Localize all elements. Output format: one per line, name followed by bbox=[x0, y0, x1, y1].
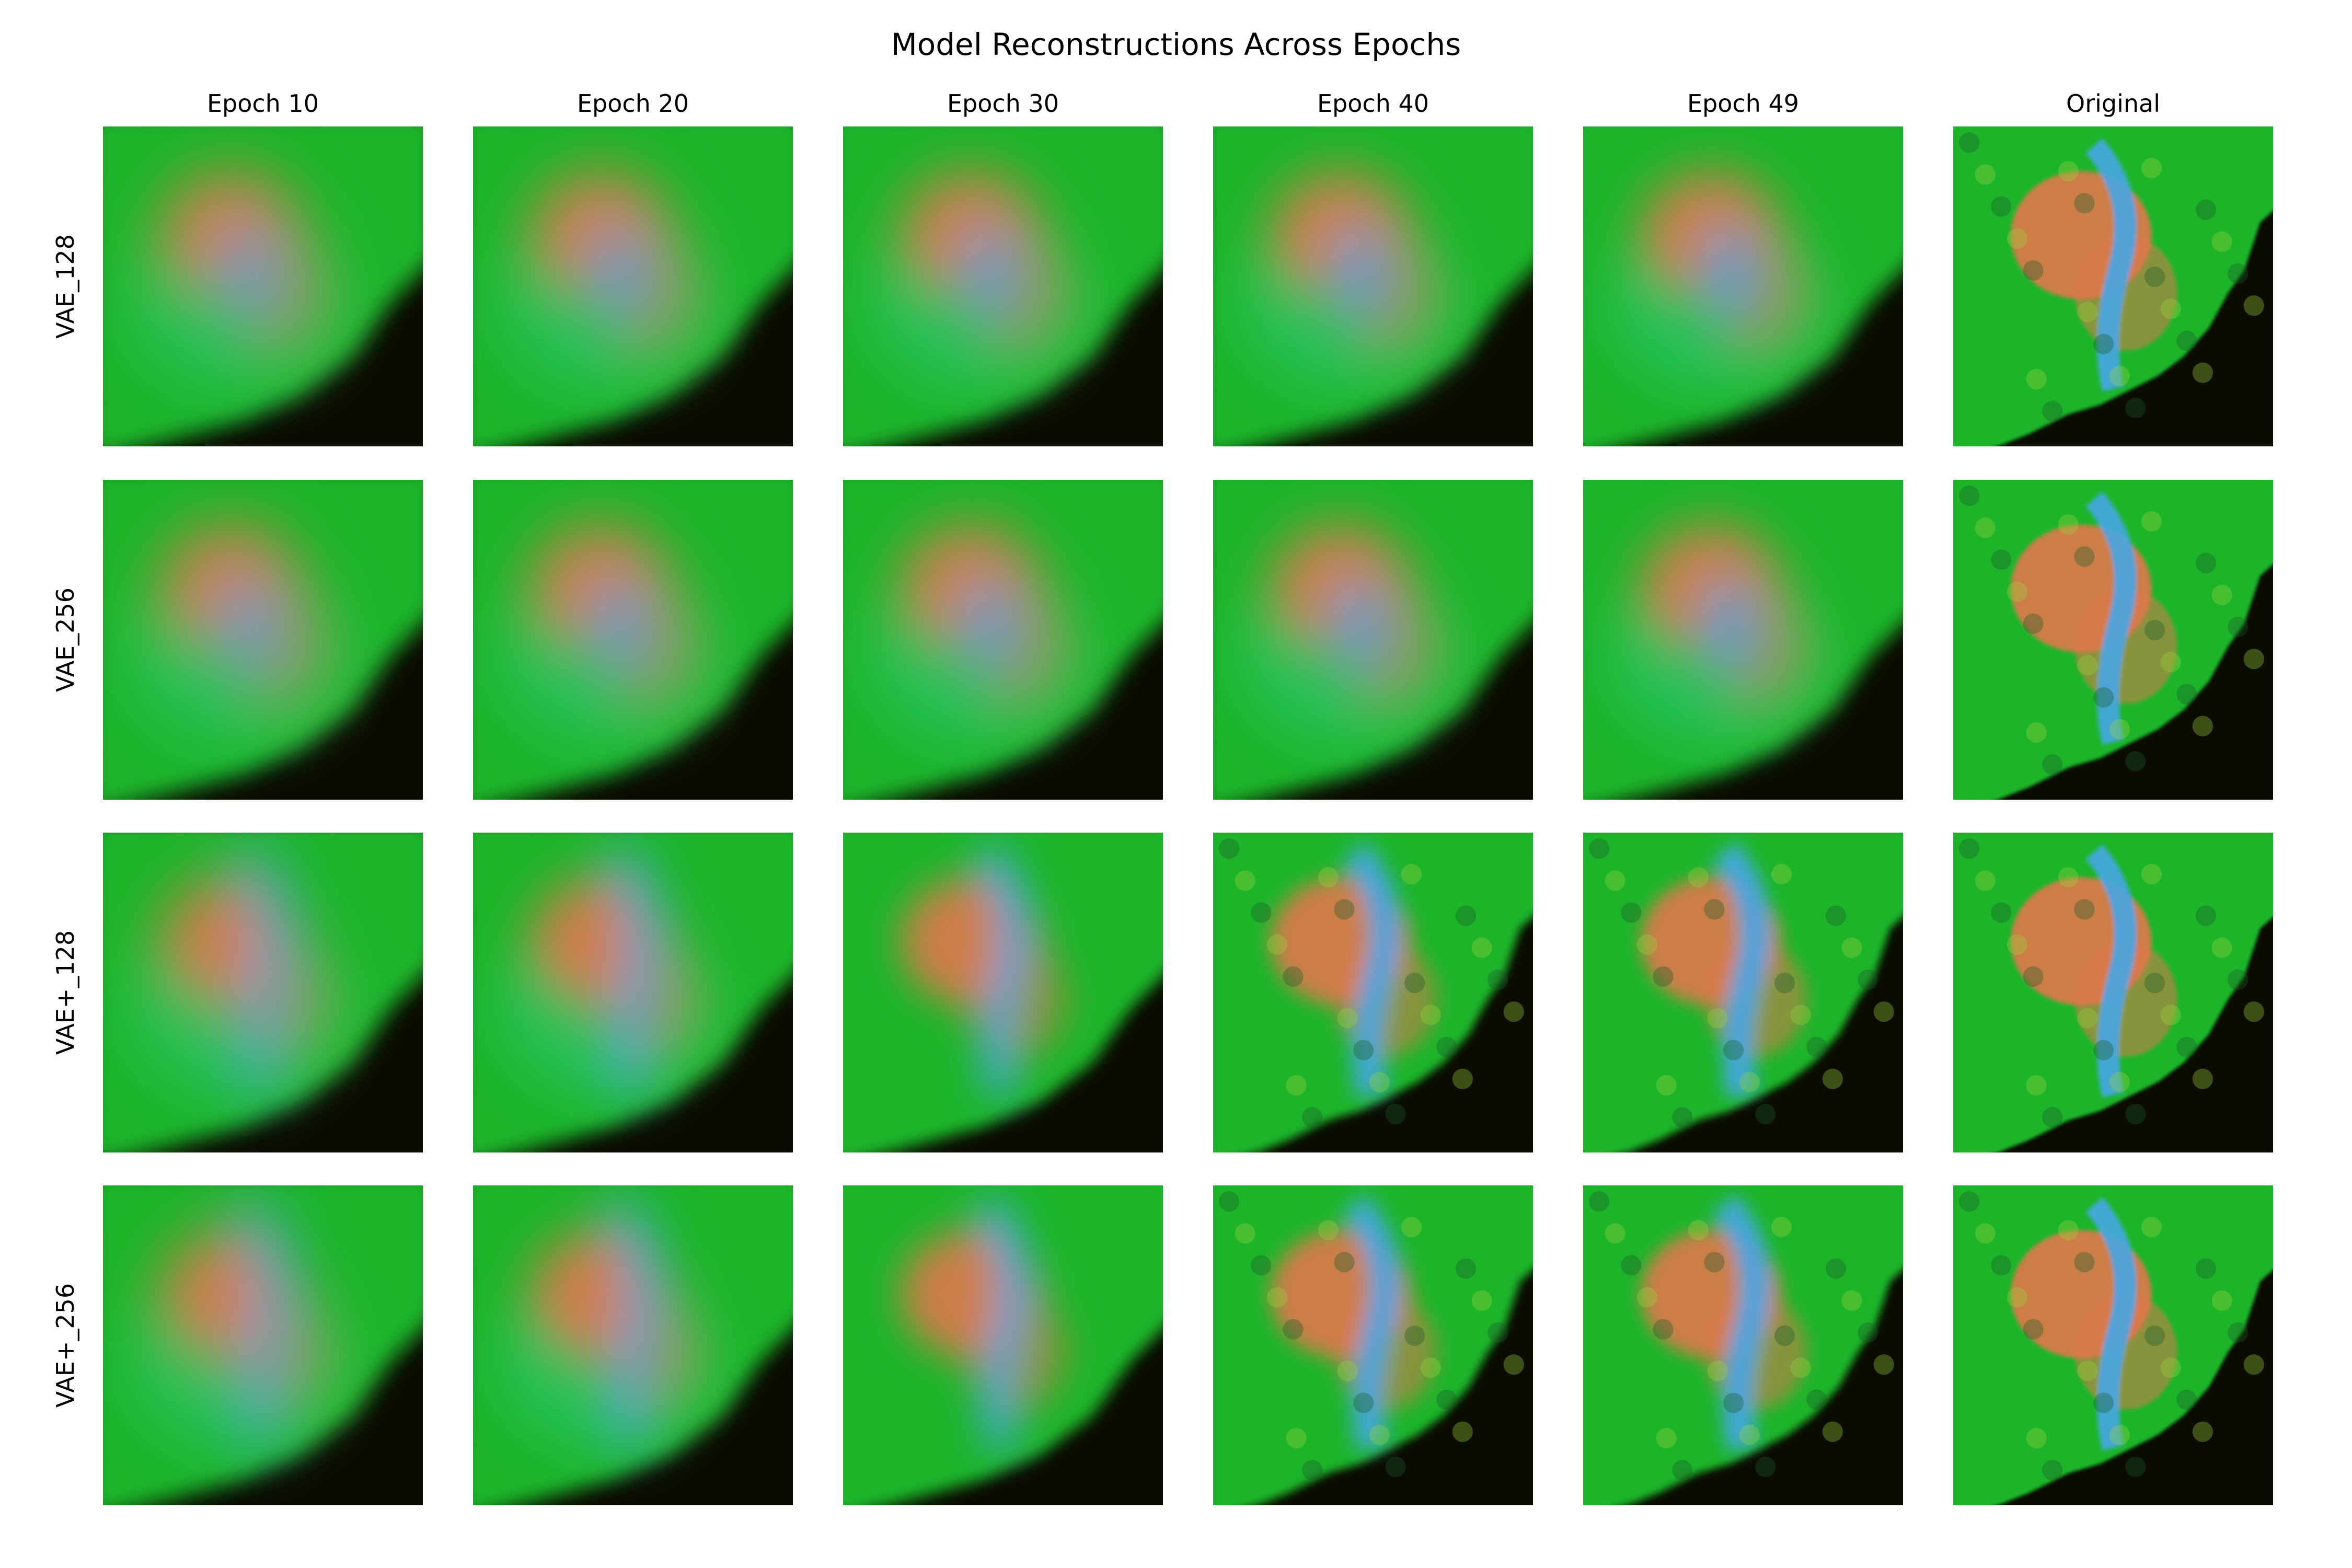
reconstruction-image-r3-c4 bbox=[1583, 1185, 1903, 1505]
reconstruction-image-r3-c1 bbox=[473, 1185, 793, 1505]
reconstruction-image-r0-c0 bbox=[103, 126, 423, 446]
panel-image-graphic bbox=[473, 833, 793, 1152]
row-label-2: VAE+_128 bbox=[51, 930, 79, 1055]
row-label-0: VAE_128 bbox=[51, 234, 79, 339]
reconstruction-image-r3-c0 bbox=[103, 1185, 423, 1505]
reconstruction-image-r1-c4 bbox=[1583, 480, 1903, 800]
column-label-4: Epoch 49 bbox=[1687, 89, 1799, 118]
panel-image-graphic bbox=[843, 1185, 1163, 1505]
panel-image-graphic bbox=[473, 126, 793, 446]
reconstruction-image-r2-c2 bbox=[843, 833, 1163, 1152]
panel-image-graphic bbox=[843, 480, 1163, 800]
panel-image-graphic bbox=[1583, 1185, 1903, 1505]
panel-image-graphic bbox=[843, 833, 1163, 1152]
reconstruction-image-r1-c2 bbox=[843, 480, 1163, 800]
panel-image-graphic bbox=[843, 126, 1163, 446]
panel-image-graphic bbox=[103, 126, 423, 446]
panel-image-graphic bbox=[103, 833, 423, 1152]
reconstruction-image-r1-c3 bbox=[1213, 480, 1533, 800]
reconstruction-image-r2-c1 bbox=[473, 833, 793, 1152]
panel-image-graphic bbox=[1583, 480, 1903, 800]
reconstruction-image-r2-c0 bbox=[103, 833, 423, 1152]
panel-image-graphic bbox=[1213, 480, 1533, 800]
reconstruction-image-r2-c3 bbox=[1213, 833, 1533, 1152]
column-label-5: Original bbox=[2066, 89, 2160, 118]
reconstruction-image-r0-c1 bbox=[473, 126, 793, 446]
panel-image-graphic bbox=[1953, 126, 2273, 446]
panel-image-graphic bbox=[103, 1185, 423, 1505]
panel-image-graphic bbox=[1953, 480, 2273, 800]
panel-image-graphic bbox=[1583, 833, 1903, 1152]
panel-image-graphic bbox=[103, 480, 423, 800]
column-label-1: Epoch 20 bbox=[577, 89, 689, 118]
panel-image-graphic bbox=[1213, 833, 1533, 1152]
reconstruction-image-r0-c5 bbox=[1953, 126, 2273, 446]
reconstruction-image-r3-c3 bbox=[1213, 1185, 1533, 1505]
figure-title: Model Reconstructions Across Epochs bbox=[891, 27, 1461, 62]
column-label-2: Epoch 30 bbox=[947, 89, 1059, 118]
panel-image-graphic bbox=[1953, 1185, 2273, 1505]
panel-image-graphic bbox=[1213, 1185, 1533, 1505]
column-label-3: Epoch 40 bbox=[1317, 89, 1429, 118]
panel-image-graphic bbox=[1213, 126, 1533, 446]
reconstruction-image-r0-c4 bbox=[1583, 126, 1903, 446]
reconstruction-image-r2-c5 bbox=[1953, 833, 2273, 1152]
row-label-3: VAE+_256 bbox=[51, 1283, 79, 1408]
panel-image-graphic bbox=[473, 1185, 793, 1505]
reconstruction-image-r1-c5 bbox=[1953, 480, 2273, 800]
column-label-0: Epoch 10 bbox=[206, 89, 319, 118]
panel-image-graphic bbox=[1583, 126, 1903, 446]
reconstruction-image-r0-c3 bbox=[1213, 126, 1533, 446]
reconstruction-image-r0-c2 bbox=[843, 126, 1163, 446]
row-label-1: VAE_256 bbox=[51, 587, 79, 692]
reconstruction-image-r1-c0 bbox=[103, 480, 423, 800]
reconstruction-image-r3-c2 bbox=[843, 1185, 1163, 1505]
reconstruction-image-r1-c1 bbox=[473, 480, 793, 800]
panel-image-graphic bbox=[473, 480, 793, 800]
panel-image-graphic bbox=[1953, 833, 2273, 1152]
reconstruction-image-r3-c5 bbox=[1953, 1185, 2273, 1505]
reconstruction-image-r2-c4 bbox=[1583, 833, 1903, 1152]
